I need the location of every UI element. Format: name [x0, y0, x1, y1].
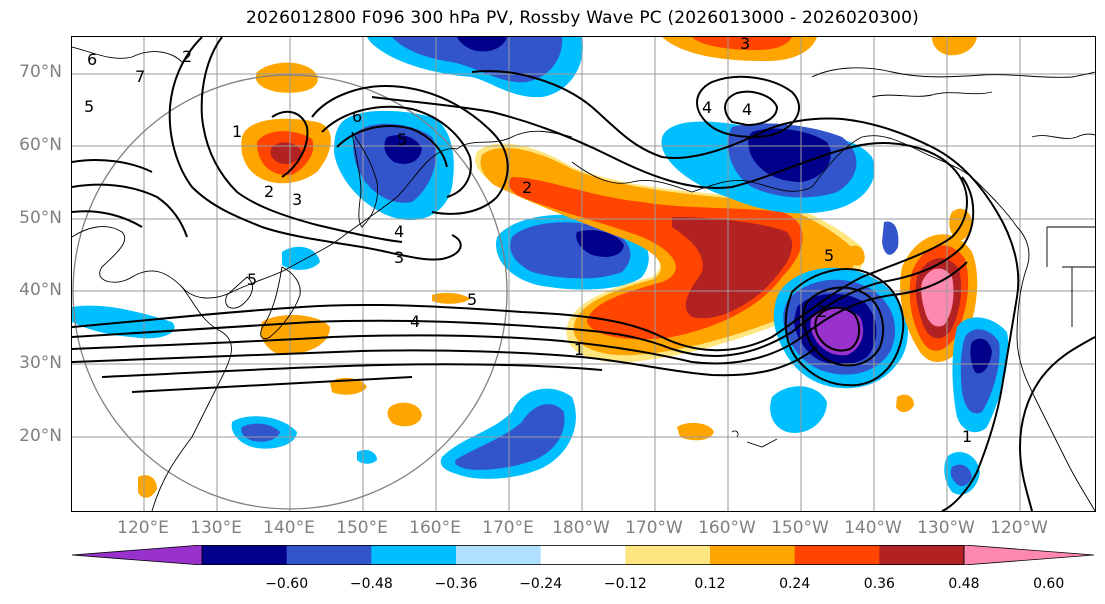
- contour-label: 4: [702, 98, 712, 117]
- colorbar-tick-label: 0.24: [779, 576, 811, 592]
- contour-label: 5: [467, 290, 477, 309]
- colorbar-segment: [794, 545, 880, 565]
- contour-labels: 6 2 1 5 7 6 5 3 4 3 4 5 4 1 2 5 2 5 3 4 …: [84, 37, 972, 446]
- anomaly-negative: [357, 449, 377, 464]
- contour-label: 7: [135, 67, 145, 86]
- contour-label: 5: [397, 130, 407, 149]
- anomaly-negative: [392, 37, 563, 83]
- anomaly-positive: [138, 475, 157, 498]
- contour-label: 6: [352, 107, 362, 126]
- anomaly-negative: [950, 464, 972, 487]
- lat-lon-grid: [72, 37, 1095, 511]
- lon-label: 160°W: [698, 518, 756, 538]
- contour-label: 3: [292, 190, 302, 209]
- lon-label: 160°E: [409, 518, 461, 538]
- lon-label: 170°E: [482, 518, 534, 538]
- contour-label: 2: [264, 182, 274, 201]
- lon-label: 120°E: [117, 518, 169, 538]
- anomaly-positive: [672, 217, 793, 319]
- anomaly-negative: [770, 386, 827, 433]
- pv-anomaly-shading: [72, 37, 1009, 498]
- contour-label: 1: [232, 122, 242, 141]
- anomaly-positive: [932, 37, 977, 56]
- colorbar-segment: [202, 545, 288, 565]
- lon-label: 120°W: [990, 518, 1048, 538]
- anomaly-negative: [384, 135, 422, 164]
- anomaly-positive: [255, 62, 318, 93]
- contour-label: 5: [84, 97, 94, 116]
- anomaly-positive: [330, 377, 367, 395]
- map-title: 2026012800 F096 300 hPa PV, Rossby Wave …: [246, 8, 919, 28]
- colorbar-segment: [710, 545, 796, 565]
- contour-label: 6: [87, 50, 97, 69]
- contour-label: 4: [394, 222, 404, 241]
- contour-label: 3: [394, 248, 404, 267]
- anomaly-negative: [457, 37, 507, 52]
- colorbar-tick-label: 0.36: [863, 576, 895, 592]
- colorbar-tick-label: 0.60: [1033, 576, 1065, 592]
- lon-label: 130°W: [917, 518, 975, 538]
- contour-label: 1: [962, 427, 972, 446]
- anomaly-positive: [848, 245, 865, 266]
- colorbar-segments: [72, 545, 1094, 565]
- colorbar-extend-max: [963, 545, 1094, 565]
- contour-label: 3: [740, 37, 750, 53]
- map-panel: 6 2 1 5 7 6 5 3 4 3 4 5 4 1 2 5 2 5 3 4 …: [71, 36, 1096, 512]
- contour-label: 4: [742, 100, 752, 119]
- anomaly-positive: [921, 268, 954, 327]
- colorbar-segment: [540, 545, 626, 565]
- contour-label: 2: [817, 302, 827, 321]
- anomaly-positive: [270, 142, 302, 164]
- colorbar-segment: [286, 545, 372, 565]
- colorbar-segment: [371, 545, 457, 565]
- lon-label: 130°E: [190, 518, 242, 538]
- anomaly-negative: [282, 246, 320, 270]
- lat-label: 40°N: [19, 280, 62, 300]
- contour-label: 1: [574, 340, 584, 359]
- anomaly-negative: [748, 128, 831, 182]
- anomaly-negative: [882, 221, 899, 255]
- colorbar-segment: [625, 545, 711, 565]
- colorbar-extend-min: [72, 545, 203, 565]
- contour-label: 2: [522, 178, 532, 197]
- lat-label: 20°N: [19, 426, 62, 446]
- lat-label: 60°N: [19, 135, 62, 155]
- anomaly-positive: [677, 422, 714, 441]
- anomaly-positive: [692, 37, 792, 51]
- colorbar-tick-label: 0.48: [948, 576, 980, 592]
- anomaly-negative: [576, 230, 624, 257]
- lon-label: 150°W: [771, 518, 829, 538]
- contour-label: 4: [410, 312, 420, 331]
- anomaly-positive: [387, 402, 422, 427]
- colorbar: [72, 545, 1094, 565]
- anomaly-negative: [970, 338, 992, 374]
- colorbar-tick-label: −0.24: [519, 576, 563, 592]
- colorbar-tick-label: −0.36: [434, 576, 478, 592]
- lat-label: 70°N: [19, 62, 62, 82]
- lon-label: 150°E: [336, 518, 388, 538]
- lon-label: 180°W: [552, 518, 610, 538]
- lon-label: 140°E: [263, 518, 315, 538]
- lat-label: 50°N: [19, 208, 62, 228]
- anomaly-positive: [896, 394, 914, 413]
- contour-label: 5: [247, 270, 257, 289]
- lon-label: 170°W: [625, 518, 683, 538]
- pv-contours: [72, 37, 1095, 511]
- colorbar-tick-label: −0.12: [603, 576, 647, 592]
- map-canvas: 6 2 1 5 7 6 5 3 4 3 4 5 4 1 2 5 2 5 3 4 …: [72, 37, 1095, 511]
- contour-label: 5: [824, 246, 834, 265]
- colorbar-tick-label: −0.48: [349, 576, 393, 592]
- colorbar-tick-label: −0.60: [265, 576, 309, 592]
- colorbar-tick-label: 0.12: [694, 576, 726, 592]
- colorbar-segment: [879, 545, 965, 565]
- anomaly-positive: [432, 292, 470, 304]
- range-circle: [72, 74, 508, 510]
- contour-label: 2: [182, 47, 192, 66]
- lon-label: 140°W: [844, 518, 902, 538]
- colorbar-segment: [456, 545, 542, 565]
- lat-label: 30°N: [19, 353, 62, 373]
